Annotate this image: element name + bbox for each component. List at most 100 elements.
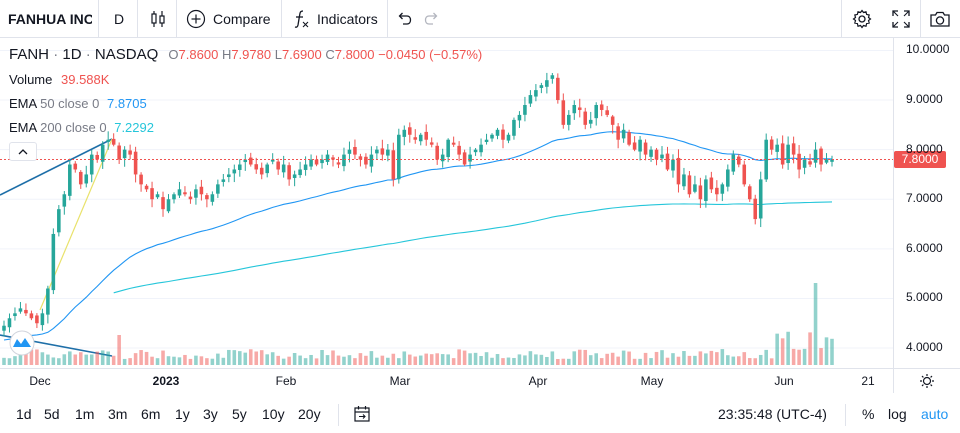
candle-body xyxy=(813,149,818,163)
candle-body xyxy=(166,199,171,212)
range-button-10y[interactable]: 10y xyxy=(262,406,285,422)
undo-icon xyxy=(398,12,412,25)
volume-bar xyxy=(676,356,681,365)
volume-bar xyxy=(270,352,275,365)
volume-bar xyxy=(638,358,642,365)
candle-body xyxy=(627,132,631,145)
ema200-params: 200 close 0 xyxy=(40,120,107,135)
volume-bar xyxy=(353,358,357,365)
volume-bar xyxy=(380,355,385,365)
candle-body xyxy=(117,145,121,160)
range-button-1y[interactable]: 1y xyxy=(175,406,190,422)
volume-bar xyxy=(314,358,319,365)
candle-body xyxy=(610,116,615,125)
collapse-legend-button[interactable] xyxy=(9,142,37,161)
candle-body xyxy=(649,149,653,157)
range-button-20y[interactable]: 20y xyxy=(298,406,321,422)
candle-body xyxy=(342,154,346,167)
open-value: 7.8600 xyxy=(178,47,219,62)
volume-bar xyxy=(731,356,736,365)
symbol-search-button[interactable]: FANHUA INC xyxy=(8,10,92,27)
volume-bar xyxy=(320,349,324,365)
candle-body xyxy=(314,159,319,165)
candle-body xyxy=(128,150,132,155)
candle-body xyxy=(753,198,758,220)
percent-scale-toggle[interactable]: % xyxy=(862,406,875,422)
volume-bar xyxy=(386,357,390,365)
volume-bar xyxy=(78,352,83,365)
go-to-date-button[interactable] xyxy=(353,405,371,428)
volume-bar xyxy=(298,355,302,365)
range-button-5y[interactable]: 5y xyxy=(232,406,247,422)
range-button-6m[interactable]: 6m xyxy=(141,406,161,422)
candle-body xyxy=(227,174,231,178)
candle-body xyxy=(698,185,703,200)
compare-label: Compare xyxy=(213,10,271,27)
volume-bar xyxy=(172,356,176,365)
volume-legend[interactable]: Volume 39.588K xyxy=(9,72,109,87)
volume-label: Volume xyxy=(9,72,53,87)
volume-bar xyxy=(534,354,538,365)
candle-body xyxy=(369,154,374,167)
volume-bar xyxy=(364,355,368,365)
candle-body xyxy=(764,139,768,180)
candle-body xyxy=(144,185,149,190)
volume-bar xyxy=(654,351,659,365)
candle-body xyxy=(676,157,681,185)
candle-body xyxy=(780,143,785,165)
candle-body xyxy=(402,129,407,137)
ema50-legend[interactable]: EMA 50 close 0 7.8705 xyxy=(9,96,147,111)
volume-bar xyxy=(451,358,456,365)
fullscreen-button[interactable] xyxy=(892,0,910,37)
candle-body xyxy=(715,187,719,195)
undo-button[interactable] xyxy=(396,0,412,37)
volume-bar xyxy=(254,351,259,365)
candle-body xyxy=(100,144,105,162)
candle-body xyxy=(758,179,763,219)
volume-bar xyxy=(758,354,763,365)
candle-body xyxy=(194,189,198,198)
trend-line-drawing[interactable] xyxy=(0,138,113,196)
price-tick-label: 5.0000 xyxy=(906,290,943,305)
candle-body xyxy=(29,313,34,319)
compare-button[interactable]: Compare xyxy=(186,0,271,37)
settings-button[interactable] xyxy=(852,0,872,37)
auto-scale-toggle[interactable]: auto xyxy=(921,406,949,422)
chart-type-button[interactable] xyxy=(150,0,166,37)
range-button-1m[interactable]: 1m xyxy=(75,406,95,422)
price-chart[interactable] xyxy=(0,38,893,368)
redo-button[interactable] xyxy=(424,0,440,37)
price-axis[interactable]: 7.8000 10.0000 9.0000 8.0000 7.0000 6.0000 5.… xyxy=(893,38,960,368)
range-button-5d[interactable]: 5d xyxy=(44,406,60,422)
candle-body xyxy=(199,186,204,195)
volume-bar xyxy=(577,349,582,365)
range-button-3m[interactable]: 3m xyxy=(108,406,128,422)
range-button-3y[interactable]: 3y xyxy=(203,406,218,422)
volume-bar xyxy=(539,354,544,365)
candle-body xyxy=(46,288,50,315)
divider xyxy=(98,0,99,37)
volume-bar xyxy=(325,355,330,365)
range-button-1d[interactable]: 1d xyxy=(16,406,32,422)
interval-button[interactable]: D xyxy=(114,10,125,27)
time-axis[interactable]: Dec 2023 Feb Mar Apr May Jun 21 xyxy=(0,368,893,393)
volume-bar xyxy=(501,358,505,365)
volume-bar xyxy=(720,349,725,365)
volume-bar xyxy=(572,351,577,365)
volume-bar xyxy=(358,353,363,365)
volume-bar xyxy=(265,354,269,365)
volume-bar xyxy=(375,357,379,365)
timezone-clock[interactable]: 23:35:48 (UTC-4) xyxy=(718,406,827,422)
axis-settings-button[interactable] xyxy=(893,368,960,393)
volume-bar xyxy=(342,356,346,365)
volume-bar xyxy=(100,350,105,365)
candle-body xyxy=(292,174,297,178)
log-scale-toggle[interactable]: log xyxy=(888,406,907,422)
ema200-legend[interactable]: EMA 200 close 0 7.2292 xyxy=(9,120,154,135)
volume-bar xyxy=(715,352,719,365)
volume-bar xyxy=(122,358,127,365)
snapshot-button[interactable] xyxy=(929,0,951,37)
candle-body xyxy=(545,80,549,87)
indicators-button[interactable]: Indicators xyxy=(292,0,378,37)
volume-bar xyxy=(221,357,226,365)
